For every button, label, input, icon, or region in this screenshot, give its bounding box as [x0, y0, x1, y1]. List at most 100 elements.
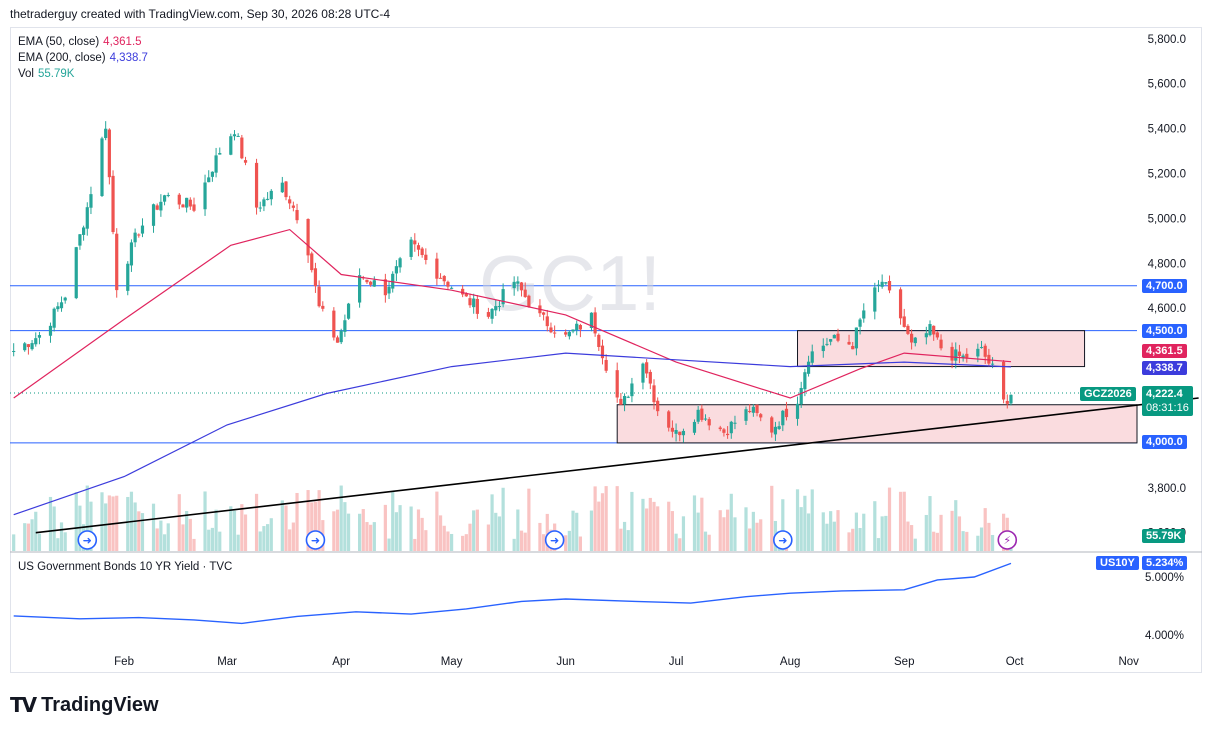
yield-value-tag: 5.234% [1142, 556, 1188, 570]
candle-body [162, 195, 167, 202]
candle-body [232, 134, 237, 137]
volume-bar [656, 506, 660, 551]
candle-body [799, 388, 803, 405]
candle-body [365, 279, 369, 283]
candle-body [317, 286, 321, 307]
yield-symbol-tag: US10Y [1096, 556, 1139, 570]
volume-bar [48, 496, 53, 551]
candle-body [512, 281, 516, 289]
volume-bar [343, 502, 347, 551]
volume-bar [983, 508, 987, 551]
candle-body [692, 421, 697, 433]
event-marker-glyph: ➜ [83, 534, 92, 547]
event-marker-glyph: ➜ [778, 534, 787, 547]
trendline [35, 397, 1199, 534]
legend-ema200-value: 4,338.7 [109, 52, 148, 64]
volume-bar [755, 522, 759, 551]
volume-bar [597, 501, 601, 551]
candle-body [781, 410, 785, 426]
volume-bar [939, 514, 943, 551]
candle-body [597, 334, 601, 347]
candle-body [622, 395, 627, 405]
candle-body [924, 333, 928, 338]
volume-bar [424, 530, 428, 551]
volume-bar [240, 504, 244, 551]
event-marker-circle [772, 530, 793, 550]
volume-bar [181, 524, 185, 551]
legend-vol[interactable]: Vol 55.79K [18, 68, 74, 80]
ema200-line [13, 352, 1012, 516]
tradingview-logo[interactable]: TV TradingView [10, 693, 159, 717]
candle-body [979, 347, 984, 349]
candle-body [652, 385, 656, 403]
volume-bar [416, 509, 421, 551]
candle-body [416, 245, 421, 250]
candle-body [884, 282, 888, 284]
candle-body [858, 319, 862, 327]
candle-body [854, 327, 858, 349]
legend-vol-value: 55.79K [38, 68, 75, 80]
volume-bar [847, 532, 851, 551]
time-axis-label: May [441, 656, 463, 668]
event-marker-icon[interactable]: ➜ [544, 530, 565, 550]
candle-body [82, 227, 86, 235]
event-marker-icon[interactable]: ➜ [305, 530, 326, 550]
candle-body [468, 298, 472, 306]
candle-body [372, 280, 376, 287]
candle-body [954, 349, 958, 361]
yield-line [13, 562, 1012, 625]
volume-bar [976, 535, 980, 551]
volume-bar [409, 506, 413, 551]
candle-body [295, 210, 299, 221]
volume-bar [876, 538, 881, 551]
candle-body [494, 306, 498, 311]
volume-bar [232, 510, 237, 551]
event-marker-icon[interactable]: ⚡ [997, 530, 1018, 550]
price-axis-label: 4,800.0 [1148, 258, 1186, 270]
candle-body [847, 341, 851, 345]
volume-bar [361, 509, 365, 551]
candle-body [243, 160, 248, 163]
candle-body [475, 298, 479, 314]
event-marker-icon[interactable]: ➜ [77, 530, 98, 550]
volume-bar [435, 491, 439, 551]
candle-body [63, 297, 67, 301]
candle-body [902, 316, 906, 327]
candle-body [181, 204, 185, 208]
volume-bar [990, 534, 995, 551]
last-price-tag: 4,222.4 08:31:16 [1142, 386, 1193, 416]
candle-body [593, 312, 597, 334]
candle-body [935, 332, 939, 338]
volume-bar [759, 519, 763, 551]
event-marker-icon[interactable]: ➜ [772, 530, 793, 550]
candle-body [681, 430, 686, 436]
volume-bar [317, 490, 321, 551]
volume-bar [335, 509, 340, 551]
volume-bar [619, 528, 623, 551]
candle-body [151, 204, 156, 226]
legend-ema200[interactable]: EMA (200, close) 4,338.7 [18, 52, 148, 64]
candle-body [523, 289, 527, 298]
event-marker-circle [997, 530, 1018, 550]
candle-body [795, 403, 800, 419]
volume-bar [924, 514, 928, 551]
volume-bar [825, 523, 829, 551]
volume-bar [987, 522, 991, 551]
legend-ema50[interactable]: EMA (50, close) 4,361.5 [18, 36, 142, 48]
volume-bar [707, 534, 711, 551]
volume-bar [965, 531, 969, 551]
candle-body [575, 323, 579, 331]
volume-bar [243, 514, 248, 551]
yield-axis-label: 5.000% [1145, 572, 1184, 584]
candle-body [615, 370, 619, 398]
volume-bar [726, 509, 730, 551]
candle-body [578, 325, 582, 330]
volume-bar [770, 485, 774, 551]
candle-body [876, 284, 881, 286]
volume-bar [185, 511, 189, 551]
candle-body [229, 136, 233, 155]
candle-body [497, 306, 502, 308]
volume-bar [538, 522, 542, 551]
volume-bar [159, 520, 163, 551]
